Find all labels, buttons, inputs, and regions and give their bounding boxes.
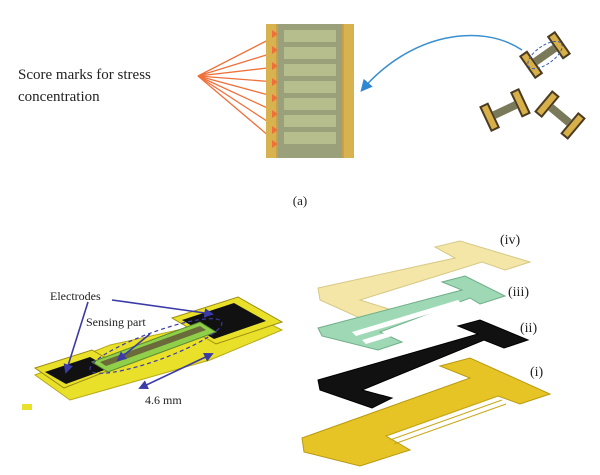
- layer-i: (i): [301, 357, 552, 467]
- sensing-part-label: Sensing part: [86, 315, 146, 329]
- sensor-schematic: Electrodes Sensing part 4.6 mm: [22, 289, 284, 410]
- score-marks-label-line2: concentration: [18, 89, 100, 105]
- sensor-photo-2: [479, 88, 531, 132]
- layer-ii-label: (ii): [520, 321, 537, 336]
- layer-iv-label: (iv): [500, 233, 521, 248]
- panel-a: Score marks for stress concentration: [18, 24, 586, 208]
- dimension-label: 4.6 mm: [145, 393, 182, 407]
- micrograph: [266, 24, 354, 158]
- score-marks-label-line1: Score marks for stress: [18, 67, 151, 83]
- layer-iv: (iv): [317, 233, 532, 319]
- electrodes-label: Electrodes: [50, 289, 101, 303]
- layer-i-label: (i): [530, 365, 544, 380]
- panel-a-label: (a): [293, 193, 307, 208]
- layer-iii-label: (iii): [508, 285, 529, 300]
- layer-stack: (iv) (iii) (ii) (i): [301, 233, 552, 467]
- layer-ii: (ii): [317, 319, 537, 409]
- layer-iii: (iii): [317, 275, 529, 351]
- sensor-photo-1: [518, 30, 572, 80]
- sensor-photo-3: [534, 90, 586, 140]
- score-mark-lines: [197, 35, 277, 143]
- zoom-arrow: [360, 34, 523, 92]
- sensor-photos: [479, 30, 586, 140]
